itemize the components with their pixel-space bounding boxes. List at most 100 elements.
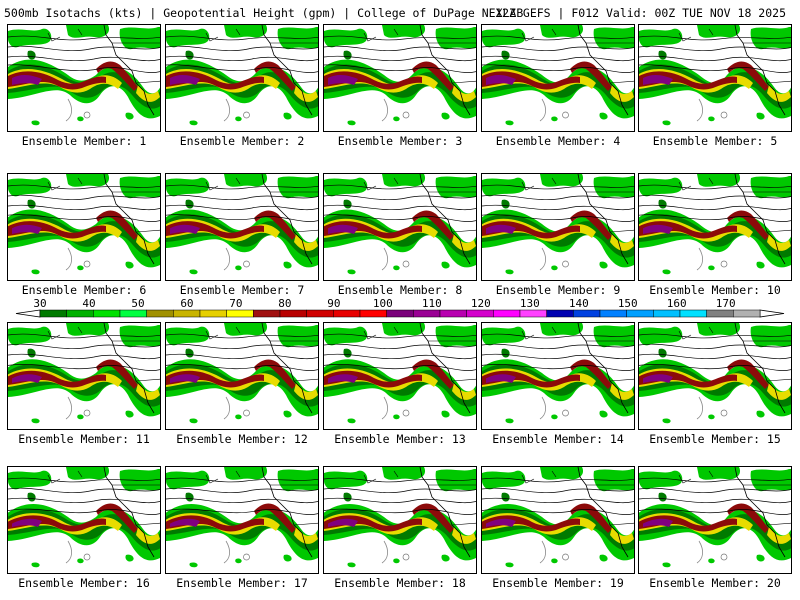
ensemble-member-label: Ensemble Member: 18 [334, 576, 466, 590]
colorbar-swatch [706, 309, 734, 318]
colorbar-right-arrow [759, 309, 785, 318]
isotach-map [639, 25, 791, 131]
ensemble-member-label: Ensemble Member: 9 [495, 283, 621, 297]
colorbar-tick-label: 90 [327, 297, 340, 310]
colorbar-swatch [39, 309, 67, 318]
isotach-map [8, 467, 160, 573]
ensemble-member-label: Ensemble Member: 7 [179, 283, 305, 297]
colorbar-swatch [146, 309, 174, 318]
colorbar-tick-label: 140 [569, 297, 589, 310]
ensemble-panel-10 [638, 173, 792, 281]
colorbar-tick-label: 170 [716, 297, 736, 310]
colorbar-tick-label: 40 [82, 297, 95, 310]
colorbar-swatch [66, 309, 94, 318]
ensemble-member-label: Ensemble Member: 2 [179, 134, 305, 148]
isotach-map [482, 323, 634, 429]
colorbar-tick-label: 120 [471, 297, 491, 310]
map-title: 500mb Isotachs (kts) | Geopotential Heig… [4, 6, 524, 20]
isotach-map [324, 323, 476, 429]
ensemble-member-label: Ensemble Member: 11 [18, 432, 150, 446]
ensemble-member-label: Ensemble Member: 1 [21, 134, 147, 148]
colorbar-swatch [413, 309, 441, 318]
ensemble-member-label: Ensemble Member: 17 [176, 576, 308, 590]
isotach-map [324, 25, 476, 131]
colorbar-swatch [626, 309, 654, 318]
ensemble-member-label: Ensemble Member: 19 [492, 576, 624, 590]
ensemble-panel-11 [7, 322, 161, 430]
ensemble-panel-9 [481, 173, 635, 281]
ensemble-member-label: Ensemble Member: 6 [21, 283, 147, 297]
ensemble-member-label: Ensemble Member: 20 [649, 576, 781, 590]
colorbar-swatch [253, 309, 281, 318]
ensemble-panel-6 [7, 173, 161, 281]
model-run-title: 12Z GEFS | F012 Valid: 00Z TUE NOV 18 20… [495, 6, 786, 20]
ensemble-panel-19 [481, 466, 635, 574]
colorbar-tick-label: 70 [229, 297, 242, 310]
colorbar-tick-label: 30 [33, 297, 46, 310]
colorbar-swatch [173, 309, 201, 318]
ensemble-panel-4 [481, 24, 635, 132]
ensemble-panel-18 [323, 466, 477, 574]
ensemble-panel-7 [165, 173, 319, 281]
colorbar-swatch [519, 309, 547, 318]
ensemble-member-label: Ensemble Member: 14 [492, 432, 624, 446]
colorbar-swatch [279, 309, 307, 318]
header: 500mb Isotachs (kts) | Geopotential Heig… [0, 0, 800, 22]
colorbar-swatch [546, 309, 574, 318]
ensemble-member-label: Ensemble Member: 13 [334, 432, 466, 446]
isotach-map [639, 467, 791, 573]
colorbar-swatch [226, 309, 254, 318]
isotach-map [482, 174, 634, 280]
isotach-map [166, 323, 318, 429]
ensemble-panel-17 [165, 466, 319, 574]
colorbar-swatch [573, 309, 601, 318]
colorbar-tick-label: 60 [180, 297, 193, 310]
colorbar-swatch [439, 309, 467, 318]
ensemble-panel-13 [323, 322, 477, 430]
ensemble-panel-16 [7, 466, 161, 574]
colorbar-tick-label: 100 [373, 297, 393, 310]
ensemble-member-label: Ensemble Member: 8 [337, 283, 463, 297]
isotach-map [166, 25, 318, 131]
ensemble-member-label: Ensemble Member: 10 [649, 283, 781, 297]
isotach-map [482, 25, 634, 131]
colorbar-swatch [599, 309, 627, 318]
colorbar-swatch [333, 309, 361, 318]
ensemble-panel-14 [481, 322, 635, 430]
colorbar-swatch [306, 309, 334, 318]
colorbar-swatch [386, 309, 414, 318]
isotach-map [166, 467, 318, 573]
ensemble-member-label: Ensemble Member: 16 [18, 576, 150, 590]
isotach-map [8, 323, 160, 429]
colorbar-tick-label: 160 [667, 297, 687, 310]
isotach-map [639, 323, 791, 429]
ensemble-panel-15 [638, 322, 792, 430]
colorbar-swatch [493, 309, 521, 318]
colorbar-tick-label: 110 [422, 297, 442, 310]
isotach-colorbar: 30 40 50 60 70 80 90 100 110 120 130 140 150 160 170 [15, 297, 785, 318]
isotach-map [8, 174, 160, 280]
ensemble-member-label: Ensemble Member: 3 [337, 134, 463, 148]
colorbar-swatch [93, 309, 121, 318]
colorbar-swatch [653, 309, 681, 318]
ensemble-panel-8 [323, 173, 477, 281]
colorbar-swatch [679, 309, 707, 318]
colorbar-swatch [119, 309, 147, 318]
ensemble-panel-3 [323, 24, 477, 132]
ensemble-member-label: Ensemble Member: 4 [495, 134, 621, 148]
isotach-map [324, 467, 476, 573]
colorbar-tick-label: 150 [618, 297, 638, 310]
isotach-map [8, 25, 160, 131]
ensemble-member-label: Ensemble Member: 12 [176, 432, 308, 446]
colorbar-swatch [466, 309, 494, 318]
colorbar-tick-label: 50 [131, 297, 144, 310]
colorbar-left-arrow [15, 309, 41, 318]
ensemble-panel-12 [165, 322, 319, 430]
colorbar-tick-label: 80 [278, 297, 291, 310]
ensemble-member-label: Ensemble Member: 15 [649, 432, 781, 446]
ensemble-panel-1 [7, 24, 161, 132]
isotach-map [639, 174, 791, 280]
ensemble-panel-5 [638, 24, 792, 132]
isotach-map [324, 174, 476, 280]
ensemble-panel-2 [165, 24, 319, 132]
